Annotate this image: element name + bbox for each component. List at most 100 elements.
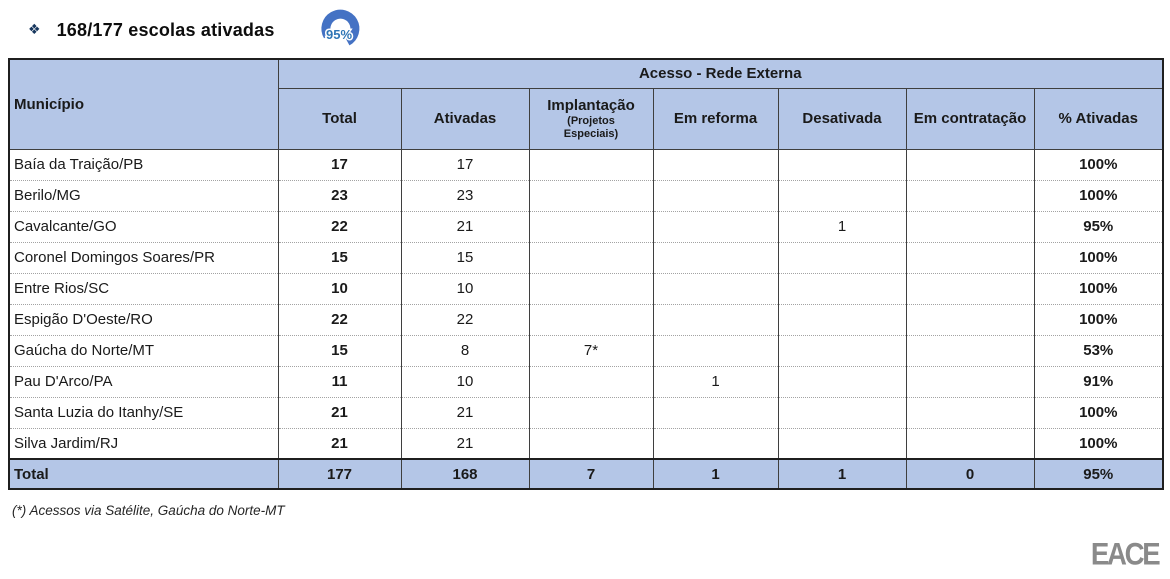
cell-ativadas: 15 [400,242,530,274]
cell-total: 15 [277,335,402,367]
cell-implantacao [528,242,654,274]
cell-municipio: Coronel Domingos Soares/PR [8,242,279,274]
cell-total: 21 [277,397,402,429]
cell-implantacao [528,273,654,305]
cell-municipio: Pau D'Arco/PA [8,366,279,398]
footnote: (*) Acessos via Satélite, Gaúcha do Nort… [12,503,285,518]
cell-desativada [777,335,907,367]
cell-pct-ativadas: 100% [1033,397,1164,429]
cell-desativada: 1 [777,458,907,490]
cell-municipio: Entre Rios/SC [8,273,279,305]
group-header-acesso-rede-externa: Acesso - Rede Externa [277,58,1164,89]
table-row: Silva Jardim/RJ 21 21 100% [8,428,1164,460]
cell-em-contratacao [905,304,1035,336]
cell-em-contratacao [905,211,1035,243]
cell-em-reforma [652,180,779,212]
cell-em-contratacao [905,366,1035,398]
cell-municipio: Silva Jardim/RJ [8,428,279,460]
cell-em-reforma [652,397,779,429]
column-header-municipio: Município [8,58,279,150]
activation-gauge: 95% [313,8,367,55]
column-header-desativada: Desativada [777,87,907,150]
cell-em-contratacao [905,397,1035,429]
cell-em-reforma: 1 [652,366,779,398]
cell-desativada [777,242,907,274]
cell-total: 22 [277,211,402,243]
column-header-pct-ativadas: % Ativadas [1033,87,1164,150]
cell-implantacao [528,397,654,429]
cell-em-reforma [652,211,779,243]
cell-total: 22 [277,304,402,336]
cell-implantacao: 7* [528,335,654,367]
cell-em-reforma [652,149,779,181]
table-row: Entre Rios/SC 10 10 100% [8,273,1164,305]
cell-em-contratacao [905,149,1035,181]
cell-total: 15 [277,242,402,274]
column-header-total: Total [277,87,402,150]
cell-implantacao [528,180,654,212]
cell-pct-ativadas: 100% [1033,242,1164,274]
cell-desativada [777,304,907,336]
cell-pct-ativadas: 95% [1033,458,1164,490]
cell-implantacao [528,428,654,460]
cell-implantacao [528,211,654,243]
cell-municipio: Baía da Traição/PB [8,149,279,181]
table-total-row: Total 177 168 7 1 1 0 95% [8,458,1164,490]
column-header-em-contratacao: Em contratação [905,87,1035,150]
table-row: Pau D'Arco/PA 11 10 1 91% [8,366,1164,398]
cell-pct-ativadas: 100% [1033,428,1164,460]
cell-total: 21 [277,428,402,460]
cell-desativada [777,273,907,305]
cell-ativadas: 10 [400,273,530,305]
page-title: 168/177 escolas ativadas [56,19,275,40]
cell-municipio: Santa Luzia do Itanhy/SE [8,397,279,429]
column-header-implantacao-label: Implantação [547,96,635,114]
table-row: Baía da Traição/PB 17 17 100% [8,149,1164,181]
cell-ativadas: 168 [400,458,530,490]
cell-pct-ativadas: 100% [1033,149,1164,181]
cell-ativadas: 22 [400,304,530,336]
cell-ativadas: 21 [400,397,530,429]
cell-em-reforma [652,428,779,460]
table-row: Berilo/MG 23 23 100% [8,180,1164,212]
cell-em-contratacao [905,242,1035,274]
cell-total: 10 [277,273,402,305]
cell-ativadas: 17 [400,149,530,181]
cell-ativadas: 21 [400,428,530,460]
cell-municipio: Berilo/MG [8,180,279,212]
cell-implantacao [528,304,654,336]
cell-desativada [777,180,907,212]
cell-implantacao: 7 [528,458,654,490]
cell-em-reforma: 1 [652,458,779,490]
gauge-value-label: 95% [326,27,352,42]
cell-pct-ativadas: 100% [1033,304,1164,336]
column-header-ativadas: Ativadas [400,87,530,150]
cell-desativada [777,366,907,398]
cell-total-label: Total [8,458,279,490]
cell-total: 17 [277,149,402,181]
cell-em-reforma [652,335,779,367]
cell-desativada [777,397,907,429]
cell-em-contratacao: 0 [905,458,1035,490]
cell-em-contratacao [905,273,1035,305]
cell-ativadas: 10 [400,366,530,398]
cell-ativadas: 23 [400,180,530,212]
table-row: Cavalcante/GO 22 21 1 95% [8,211,1164,243]
cell-pct-ativadas: 95% [1033,211,1164,243]
cell-em-reforma [652,273,779,305]
column-header-implantacao: Implantação (Projetos Especiais) [528,87,654,150]
eace-logo: EACE [1090,537,1161,572]
cell-em-contratacao [905,180,1035,212]
cell-implantacao [528,149,654,181]
column-header-implantacao-subtitle: (Projetos Especiais) [563,114,619,140]
cell-em-reforma [652,304,779,336]
column-header-em-reforma: Em reforma [652,87,779,150]
cell-em-contratacao [905,428,1035,460]
cell-pct-ativadas: 91% [1033,366,1164,398]
cell-total: 23 [277,180,402,212]
cell-total: 11 [277,366,402,398]
table-row: Coronel Domingos Soares/PR 15 15 100% [8,242,1164,274]
schools-activation-table: Município Acesso - Rede Externa Total At… [8,58,1165,490]
cell-municipio: Cavalcante/GO [8,211,279,243]
cell-pct-ativadas: 53% [1033,335,1164,367]
